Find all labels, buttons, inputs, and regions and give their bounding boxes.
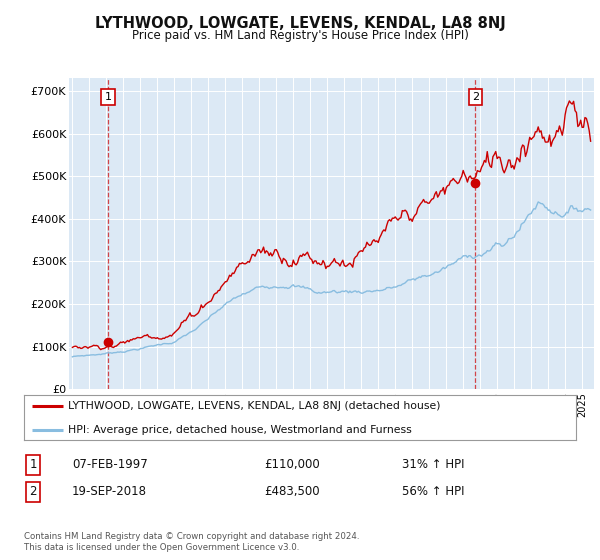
- Text: 56% ↑ HPI: 56% ↑ HPI: [402, 485, 464, 498]
- Text: LYTHWOOD, LOWGATE, LEVENS, KENDAL, LA8 8NJ: LYTHWOOD, LOWGATE, LEVENS, KENDAL, LA8 8…: [95, 16, 505, 31]
- Text: 2: 2: [472, 92, 479, 102]
- Text: 19-SEP-2018: 19-SEP-2018: [72, 485, 147, 498]
- Text: 07-FEB-1997: 07-FEB-1997: [72, 458, 148, 472]
- Text: 31% ↑ HPI: 31% ↑ HPI: [402, 458, 464, 472]
- Text: £483,500: £483,500: [264, 485, 320, 498]
- Text: Contains HM Land Registry data © Crown copyright and database right 2024.
This d: Contains HM Land Registry data © Crown c…: [24, 532, 359, 552]
- Text: 2: 2: [29, 485, 37, 498]
- Text: HPI: Average price, detached house, Westmorland and Furness: HPI: Average price, detached house, West…: [68, 424, 412, 435]
- Text: 1: 1: [29, 458, 37, 472]
- Text: 1: 1: [104, 92, 112, 102]
- Text: LYTHWOOD, LOWGATE, LEVENS, KENDAL, LA8 8NJ (detached house): LYTHWOOD, LOWGATE, LEVENS, KENDAL, LA8 8…: [68, 401, 440, 411]
- Text: Price paid vs. HM Land Registry's House Price Index (HPI): Price paid vs. HM Land Registry's House …: [131, 29, 469, 42]
- Text: £110,000: £110,000: [264, 458, 320, 472]
